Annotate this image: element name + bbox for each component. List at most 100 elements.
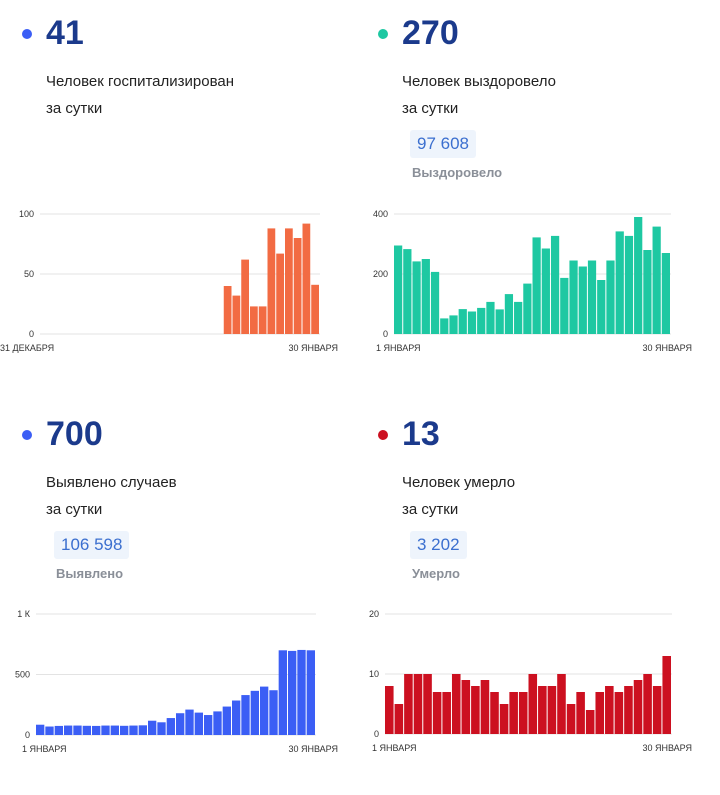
bar: [250, 306, 258, 334]
cases-dot: [22, 430, 32, 440]
bar: [213, 711, 222, 735]
bar: [306, 650, 315, 735]
bar: [578, 266, 587, 334]
bar: [509, 692, 518, 734]
bar: [518, 692, 528, 734]
bar: [241, 259, 249, 334]
deaths-total: 3 202: [410, 531, 467, 559]
bar: [514, 301, 523, 334]
recovered-total: 97 608: [410, 130, 476, 158]
bar: [614, 692, 624, 734]
hospitalized-description: Человек госпитализирован за сутки: [46, 68, 234, 122]
bar: [557, 674, 566, 734]
bar: [36, 724, 45, 735]
bar: [413, 674, 423, 734]
bar: [606, 260, 615, 334]
bar: [232, 700, 241, 735]
cases-total: 106 598: [54, 531, 130, 559]
bar: [440, 318, 449, 334]
bar: [504, 294, 514, 334]
bar: [652, 686, 662, 734]
bar: [532, 237, 541, 334]
bar: [73, 725, 82, 735]
bar: [490, 692, 499, 734]
y-tick-label: 500: [15, 670, 30, 680]
bar: [185, 709, 194, 735]
bar: [486, 301, 495, 334]
y-tick-label: 1 К: [17, 609, 31, 619]
deaths-total-label: Умерло: [412, 566, 460, 581]
bar: [82, 725, 91, 735]
y-tick-label: 50: [24, 269, 34, 279]
bar: [547, 686, 557, 734]
recovered-chart: 0 200 400 1 ЯНВАРЯ 30 ЯНВАРЯ: [373, 209, 692, 353]
y-tick-label: 100: [19, 209, 34, 219]
bar: [311, 284, 319, 334]
hospitalized-desc-line1: Человек госпитализирован: [46, 73, 235, 90]
bar: [569, 260, 578, 334]
cases-desc-line2: за сутки: [46, 501, 103, 518]
bar: [585, 710, 595, 734]
bar: [643, 250, 652, 334]
bar: [157, 722, 166, 735]
bar: [538, 686, 547, 734]
bar: [166, 718, 175, 735]
bar: [480, 680, 490, 734]
bar: [615, 231, 624, 334]
x-start-label: 31 ДЕКАБРЯ: [0, 343, 54, 353]
deaths-description: Человек умерло за сутки: [402, 469, 515, 523]
bar: [412, 261, 421, 334]
bar: [449, 315, 458, 334]
bar: [148, 720, 157, 735]
bar: [120, 725, 129, 735]
bar: [566, 704, 576, 734]
deaths-dot: [378, 430, 388, 440]
y-tick-label: 0: [25, 730, 30, 740]
x-end-label: 30 ЯНВАРЯ: [642, 743, 692, 753]
hospitalized-dot: [22, 29, 32, 39]
x-end-label: 30 ЯНВАРЯ: [288, 744, 338, 754]
bar: [285, 228, 293, 334]
x-end-label: 30 ЯНВАРЯ: [642, 343, 692, 353]
bar: [129, 725, 138, 735]
bar: [605, 686, 614, 734]
recovered-description: Человек выздоровело за сутки: [402, 68, 556, 122]
recovered-total-label: Выздоровело: [412, 165, 503, 180]
bar: [45, 726, 54, 735]
bar: [250, 690, 259, 735]
bar: [624, 235, 634, 334]
bar: [523, 283, 532, 334]
x-end-label: 30 ЯНВАРЯ: [288, 343, 338, 353]
bar: [467, 311, 477, 334]
bar: [597, 280, 606, 334]
bar: [634, 217, 643, 334]
bar: [587, 260, 597, 334]
bar: [232, 295, 241, 334]
recovered-desc-line1: Человек выздоровело: [402, 73, 556, 90]
hospitalized-chart: 0 50 100 31 ДЕКАБРЯ 30 ЯНВАРЯ: [0, 209, 338, 353]
bar: [267, 228, 276, 334]
bar: [458, 309, 467, 334]
x-start-label: 1 ЯНВАРЯ: [22, 744, 67, 754]
bar: [624, 686, 633, 734]
bar: [633, 680, 643, 734]
y-tick-label: 10: [369, 669, 379, 679]
deaths-desc-line1: Человек умерло: [402, 474, 516, 491]
bar: [461, 680, 471, 734]
bar: [138, 725, 147, 735]
bar: [302, 223, 311, 334]
bar: [276, 253, 284, 334]
hospitalized-desc-line2: за сутки: [46, 100, 103, 117]
bar: [661, 253, 670, 334]
bar: [176, 713, 185, 735]
bar: [64, 725, 73, 735]
bar: [595, 692, 605, 734]
bar: [560, 277, 569, 334]
bar: [269, 690, 278, 735]
bar: [403, 249, 412, 334]
bar: [204, 715, 213, 735]
bar: [297, 649, 306, 735]
bar: [432, 692, 442, 734]
bar: [194, 712, 203, 735]
bar: [288, 650, 297, 735]
